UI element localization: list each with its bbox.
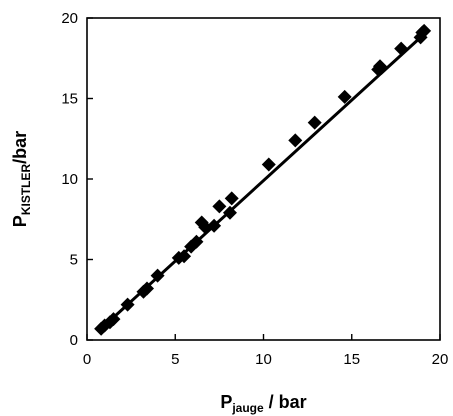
data-point	[189, 234, 204, 249]
data-point	[106, 312, 121, 327]
x-tick-label: 0	[83, 351, 91, 368]
x-tick-label: 15	[343, 351, 360, 368]
fit-line	[98, 32, 426, 332]
data-point	[207, 218, 222, 233]
y-tick-label: 15	[61, 91, 78, 108]
data-point	[224, 191, 239, 206]
data-point	[372, 59, 387, 74]
data-point	[198, 220, 213, 235]
x-axis-title-main: P	[220, 392, 232, 412]
data-point	[337, 89, 352, 104]
x-tick-label: 10	[255, 351, 272, 368]
y-tick-label: 5	[70, 252, 78, 269]
data-point	[288, 133, 303, 148]
fit-line-group	[98, 32, 426, 332]
tick-labels: 0 5 10 15 20 0 5 10 15 20	[61, 10, 448, 368]
x-tick-label: 5	[171, 351, 179, 368]
data-points	[94, 23, 432, 336]
y-axis-title-main: P	[10, 215, 30, 227]
y-tick-label: 10	[61, 171, 78, 188]
x-axis-title-sub: jauge	[231, 401, 264, 415]
x-axis-title-rest: / bar	[264, 392, 307, 412]
y-axis-title: PKISTLER/bar	[10, 131, 33, 227]
data-point	[212, 199, 227, 214]
data-point	[222, 205, 237, 220]
data-point	[177, 249, 192, 264]
data-point	[307, 115, 322, 130]
data-point	[261, 157, 276, 172]
data-point	[417, 23, 432, 38]
x-axis-title: Pjauge / bar	[220, 392, 306, 415]
x-tick-label: 20	[432, 351, 449, 368]
y-tick-label: 20	[61, 10, 78, 27]
y-axis-title-sub: KISTLER	[19, 164, 33, 216]
data-point	[394, 41, 409, 56]
y-axis-title-rest: /bar	[10, 131, 30, 164]
data-point	[150, 268, 165, 283]
axes	[86, 17, 441, 341]
data-point	[120, 297, 135, 312]
data-point	[140, 281, 155, 296]
y-tick-label: 0	[70, 332, 78, 349]
